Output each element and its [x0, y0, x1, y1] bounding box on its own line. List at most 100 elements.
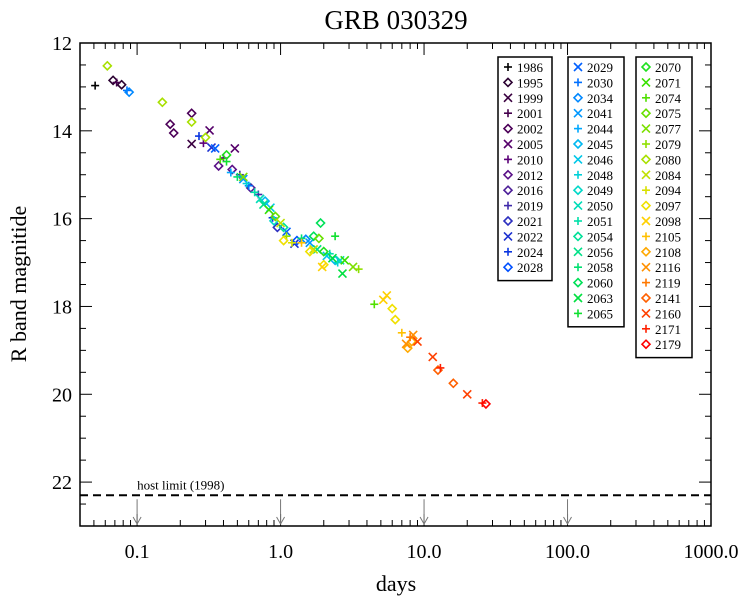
legend-item: 2084 [641, 168, 682, 183]
chart-title: GRB 030329 [324, 5, 467, 35]
series-2028 [291, 235, 303, 246]
legend-label: 2098 [655, 214, 681, 229]
data-point [213, 160, 224, 172]
legend-marker [642, 93, 650, 102]
legend-label: 2029 [587, 60, 613, 75]
series-2097 [278, 235, 401, 325]
legend-item: 2119 [642, 276, 681, 291]
legend-item: 2024 [504, 245, 544, 260]
legend-marker [572, 92, 584, 103]
legend-item: 2056 [573, 245, 614, 260]
data-point [462, 389, 472, 399]
legend-marker [574, 124, 582, 133]
legend-label: 2046 [587, 152, 614, 167]
legend-item: 2041 [573, 106, 613, 121]
legend: 1986199519992001200220052010201220162019… [497, 56, 693, 359]
legend-label: 1995 [517, 75, 543, 90]
data-point [412, 337, 423, 347]
series-2002 [165, 108, 197, 139]
data-point [313, 233, 325, 244]
arrow-marker [276, 499, 286, 526]
legend-item: 2065 [574, 306, 613, 321]
legend-marker [504, 201, 512, 210]
legend-marker [503, 93, 513, 103]
series-2063 [327, 253, 348, 279]
legend-item: 2002 [502, 122, 543, 137]
legend-item: 2030 [574, 75, 613, 90]
legend-marker [574, 309, 582, 318]
x-tick-label: 0.1 [125, 541, 150, 563]
series-2141 [432, 364, 459, 389]
data-point [304, 246, 315, 257]
series-2005 [205, 125, 240, 153]
legend-label: 2010 [517, 152, 543, 167]
data-point [233, 172, 242, 181]
legend-label: 2079 [655, 137, 681, 152]
legend-marker [572, 138, 584, 150]
legend-label: 2071 [655, 75, 681, 90]
legend-label: 2171 [655, 322, 681, 337]
legend-item: 2079 [642, 137, 681, 152]
legend-label: 2116 [655, 260, 681, 275]
data-point [187, 139, 197, 149]
legend-label: 2056 [587, 245, 614, 260]
y-tick-label: 20 [52, 384, 72, 406]
legend-label: 2044 [587, 122, 614, 137]
x-axis-label: days [376, 571, 416, 596]
legend-item: 1995 [502, 75, 543, 90]
legend-label: 2001 [517, 106, 543, 121]
legend-label: 2094 [655, 183, 682, 198]
data-point [116, 79, 127, 90]
x-tick-label: 1.0 [268, 541, 293, 563]
legend-item: 2029 [573, 60, 613, 75]
data-point [436, 363, 445, 372]
legend-box [497, 56, 553, 282]
legend-item: 2028 [502, 260, 543, 275]
legend-item: 2070 [640, 60, 681, 75]
data-point [276, 218, 286, 228]
series-2070 [221, 149, 329, 257]
data-point [200, 132, 211, 143]
legend-label: 2119 [655, 276, 681, 291]
legend-item: 2098 [641, 214, 681, 229]
legend-marker [642, 140, 650, 148]
series-2171 [436, 363, 487, 408]
y-tick-label: 16 [52, 209, 72, 231]
legend-marker [574, 170, 582, 179]
legend-item: 2116 [641, 260, 681, 275]
legend-label: 2065 [587, 306, 613, 321]
legend-marker [572, 231, 584, 242]
legend-label: 2034 [587, 91, 614, 106]
series-2105 [297, 238, 406, 337]
series-2074 [216, 155, 379, 309]
data-point [315, 217, 326, 229]
legend-item: 2050 [573, 199, 613, 214]
data-point [287, 238, 296, 247]
legend-item: 2022 [503, 229, 543, 244]
series-2051 [250, 188, 334, 258]
legend-marker [572, 277, 584, 288]
legend-item: 2094 [642, 183, 682, 198]
data-point [397, 328, 406, 337]
legend-marker [640, 200, 652, 211]
data-point [168, 127, 179, 139]
legend-label: 2048 [587, 168, 613, 183]
legend-item: 2108 [640, 245, 681, 260]
data-point [102, 60, 113, 71]
legend-marker [503, 139, 513, 149]
data-point [205, 125, 215, 135]
legend-marker [573, 154, 583, 164]
series-2080 [102, 60, 211, 143]
legend-label: 2084 [655, 168, 682, 183]
legend-marker [640, 246, 652, 257]
data-point [331, 232, 340, 241]
legend-label: 2141 [655, 291, 681, 306]
legend-item: 2171 [642, 322, 681, 337]
series-2094 [287, 238, 296, 247]
legend-marker [641, 308, 651, 318]
data-point [428, 352, 438, 362]
legend-item: 2012 [502, 168, 543, 183]
data-point [238, 172, 248, 182]
data-point [91, 81, 100, 90]
arrow-markers [132, 499, 572, 526]
